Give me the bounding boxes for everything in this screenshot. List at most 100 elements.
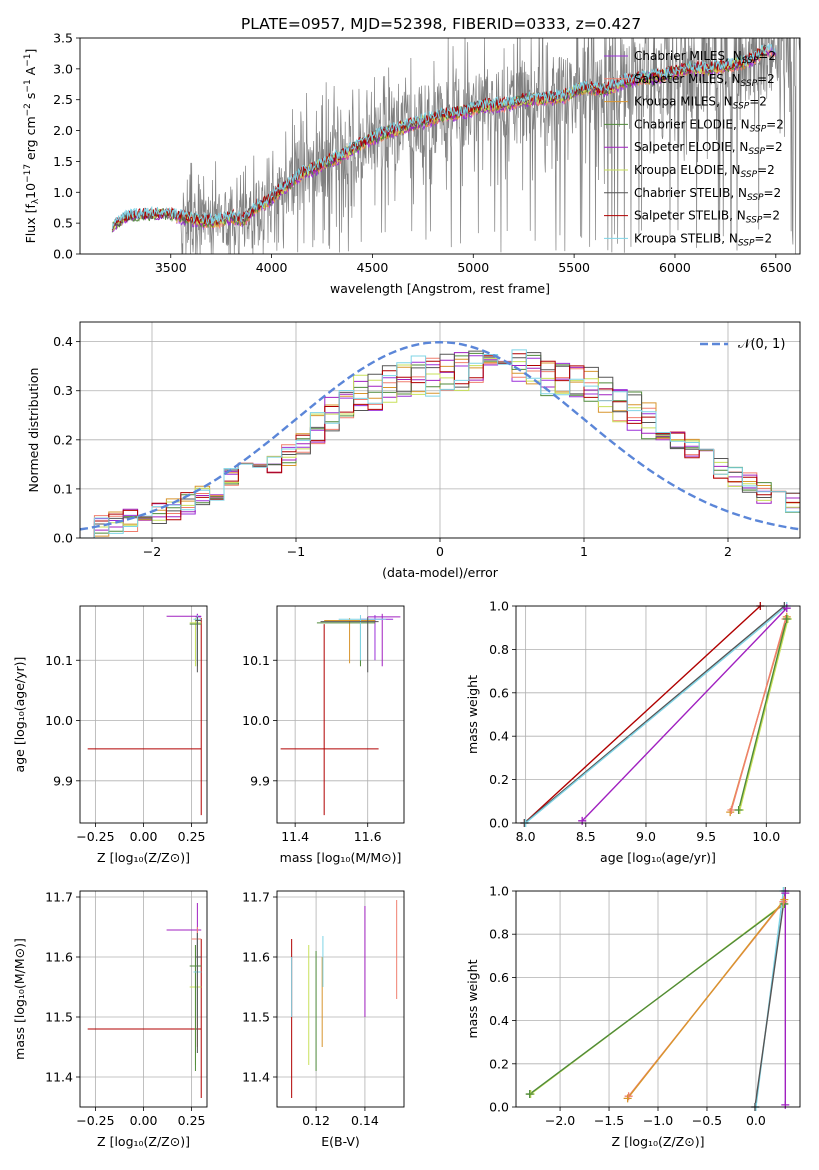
weight-line	[739, 618, 789, 811]
x-tick-label: 9.0	[636, 829, 656, 844]
residuals-panel: −2 −1 0 1 2 0.0 0.1 0.2 0.3 0.4 (data-model)/error…	[26, 321, 801, 580]
x-tick-label: 9.5	[696, 829, 716, 844]
y-tick-label: 10.1	[45, 653, 73, 668]
model-line-kroupa-stelib	[111, 43, 776, 230]
axes-frame	[79, 890, 208, 1108]
y-tick-label: 0.0	[53, 531, 73, 546]
panels: 3500 4000 4500 5000 5500 6000 6500 0.0 0.5 1.0 1.5…	[12, 31, 801, 1149]
x-axis-label: (data-model)/error	[382, 565, 499, 580]
y-tick-label: 1.0	[489, 884, 509, 899]
y-axis-label: mass [log₁₀(M/M⊙)]	[12, 938, 27, 1060]
x-tick-label: 5500	[558, 260, 590, 275]
x-tick-label: −1.0	[643, 1113, 673, 1128]
x-tick-label: 10.0	[752, 829, 780, 844]
x-tick-label: 3500	[155, 260, 187, 275]
x-tick-label: 0.14	[351, 1113, 379, 1128]
weight-line	[529, 903, 785, 1095]
x-tick-label: 0.25	[178, 1113, 206, 1128]
y-tick-label: 1.5	[53, 154, 73, 169]
weight_Z-plot-area	[516, 891, 800, 1107]
weight-line	[754, 891, 787, 1107]
mass_ebv-panel: 0.12 0.14 11.4 11.5 11.6 11.7 E(B-V)	[242, 890, 405, 1149]
weight-marker	[781, 1100, 790, 1109]
y-tick-label: 0.2	[489, 772, 509, 787]
legend-label: Salpeter ELODIE, NSSP=2	[634, 140, 783, 157]
x-tick-label: −2	[143, 544, 161, 559]
x-tick-label: 6500	[760, 260, 792, 275]
x-axis-label: Z [log₁₀(Z/Z⊙)]	[612, 1134, 705, 1149]
y-tick-label: 0.1	[53, 481, 73, 496]
x-tick-label: 1	[580, 544, 588, 559]
y-tick-label: 0.8	[489, 927, 509, 942]
y-tick-label: 9.9	[250, 773, 270, 788]
x-tick-label: 4500	[357, 260, 389, 275]
weight-line	[523, 606, 761, 823]
y-tick-label: 0.2	[489, 1056, 509, 1071]
histogram-kroupa-stelib	[80, 349, 800, 538]
weight-line	[730, 618, 787, 811]
legend-label: Salpeter STELIB, NSSP=2	[634, 209, 780, 226]
legend-label: Chabrier ELODIE, NSSP=2	[634, 117, 784, 134]
x-axis-label: wavelength [Angstrom, rest frame]	[330, 281, 550, 296]
x-tick-label: −1.5	[594, 1113, 624, 1128]
weight-marker	[734, 805, 743, 814]
x-tick-label: −1	[287, 544, 305, 559]
x-tick-label: 11.6	[354, 829, 382, 844]
x-tick-label: 0	[436, 544, 444, 559]
figure-title: PLATE=0957, MJD=52398, FIBERID=0333, z=0…	[241, 15, 641, 33]
age_mass-plot-area	[277, 606, 404, 823]
weight-marker	[782, 615, 791, 624]
x-tick-label: 5000	[457, 260, 489, 275]
age_mass-panel: 11.4 11.6 9.9 10.0 10.1 mass [log₁₀(M/M⊙)]	[242, 605, 405, 865]
x-tick-label: 0.00	[130, 829, 158, 844]
y-tick-label: 0.6	[489, 685, 509, 700]
x-tick-label: 0.0	[746, 1113, 766, 1128]
axes-frame	[276, 605, 405, 824]
histogram-chabrier-elodie	[80, 352, 800, 538]
weight-line	[523, 606, 785, 823]
spectrum-plot-area	[111, 38, 800, 254]
y-axis-label: Normed distribution	[26, 368, 41, 493]
y-tick-label: 10.0	[242, 713, 270, 728]
x-tick-label: 6000	[659, 260, 691, 275]
legend-label: Chabrier STELIB, NSSP=2	[634, 186, 781, 203]
weight-marker	[780, 895, 789, 904]
x-tick-label: −0.5	[692, 1113, 722, 1128]
weight_Z-panel: −2.0 −1.5 −1.0 −0.5 0.0 0.0 0.2 0.4 0.6 0.8 1.0 Z […	[465, 884, 801, 1149]
y-tick-label: 0.0	[53, 247, 73, 262]
weight_age-panel: 8.0 8.5 9.0 9.5 10.0 0.0 0.2 0.4 0.6 0.8 1.0 age [l…	[465, 599, 801, 865]
spectrum-panel: 3500 4000 4500 5000 5500 6000 6500 0.0 0.5 1.0 1.5…	[23, 31, 801, 296]
weight-marker	[782, 604, 791, 613]
axes-frame	[79, 605, 208, 824]
axes-frame	[79, 37, 801, 255]
axes-frame	[515, 890, 801, 1108]
y-tick-label: 0.0	[489, 816, 509, 831]
x-tick-label: −0.25	[76, 829, 114, 844]
y-axis-label: Flux [fλ10−17 erg cm−2 s−1 A−1]	[23, 49, 41, 244]
axes-frame	[515, 605, 801, 824]
legend-label: Chabrier MILES, NSSP=2	[634, 49, 776, 66]
x-axis-label: Z [log₁₀(Z/Z⊙)]	[97, 850, 190, 865]
mass_ebv-plot-area	[277, 891, 404, 1107]
legend-label: Kroupa MILES, NSSP=2	[634, 95, 767, 112]
y-tick-label: 10.1	[242, 653, 270, 668]
y-tick-label: 0.6	[489, 970, 509, 985]
weight-line	[525, 606, 788, 823]
legend-label: Kroupa STELIB, NSSP=2	[634, 231, 772, 248]
mass_Z-plot-area	[80, 891, 207, 1107]
y-tick-label: 3.5	[53, 31, 73, 46]
x-tick-label: 11.4	[281, 829, 309, 844]
weight-marker	[525, 1090, 534, 1099]
axes-frame	[276, 890, 405, 1108]
y-tick-label: 11.4	[242, 1070, 270, 1085]
x-axis-label: Z [log₁₀(Z/Z⊙)]	[97, 1134, 190, 1149]
legend-label: 𝒩(0, 1)	[738, 337, 785, 352]
weight-marker	[727, 805, 736, 814]
y-tick-label: 11.5	[45, 1010, 73, 1025]
y-tick-label: 10.0	[45, 713, 73, 728]
y-tick-label: 0.4	[53, 334, 73, 349]
axes-frame	[79, 321, 801, 539]
y-tick-label: 11.7	[242, 890, 270, 905]
histogram-salpeter-stelib	[80, 353, 800, 538]
y-tick-label: 11.6	[242, 950, 270, 965]
